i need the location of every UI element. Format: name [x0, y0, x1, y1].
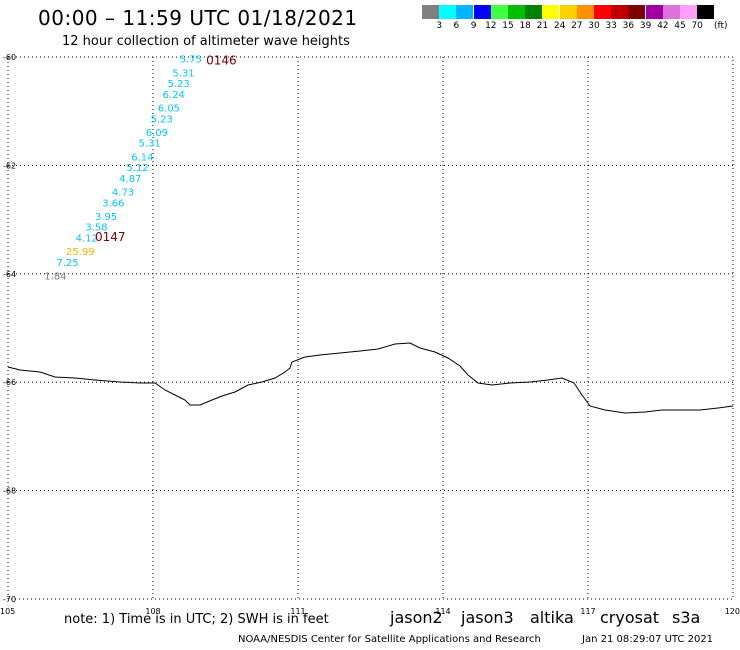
page-subtitle: 12 hour collection of altimeter wave hei… — [62, 34, 350, 49]
lon-tick-label: 105 — [0, 607, 15, 616]
wave-height-label: 3.58 — [85, 223, 107, 234]
legend-swatch — [542, 5, 560, 19]
wave-height-label: 5.23 — [168, 79, 190, 90]
wave-height-label: 3.95 — [95, 212, 117, 223]
footer-note: note: 1) Time is in UTC; 2) SWH is in fe… — [64, 612, 329, 627]
wave-height-label: 1.84 — [44, 272, 66, 283]
legend-swatch — [525, 5, 543, 19]
wave-height-label: 5.75 — [180, 55, 202, 66]
lon-tick-label: 114 — [435, 607, 450, 616]
satellite-label-jason2: jason2 — [390, 608, 443, 627]
lon-tick-label: 117 — [580, 607, 595, 616]
lat-tick-label: -66 — [3, 378, 16, 387]
legend-label: 9 — [470, 21, 477, 31]
lat-tick-label: -70 — [3, 595, 16, 604]
legend-label: 12 — [485, 21, 497, 31]
coastline — [7, 342, 734, 414]
legend-label: 24 — [553, 21, 566, 31]
legend-swatch — [490, 5, 508, 19]
legend-label: 45 — [674, 21, 686, 31]
legend-swatch — [680, 5, 697, 19]
legend-label: 42 — [657, 21, 669, 31]
legend-swatch — [508, 5, 525, 19]
lon-tick-label: 120 — [725, 607, 740, 616]
lon-tick-label: 111 — [290, 607, 305, 616]
satellite-label-altika: altika — [530, 608, 574, 627]
legend-swatch — [559, 5, 577, 19]
legend-swatch — [594, 5, 611, 19]
legend-label: 15 — [502, 21, 514, 31]
pass-id-label: 0147 — [95, 230, 126, 244]
legend-unit: (ft) — [714, 21, 728, 31]
wave-height-label: 5.31 — [172, 68, 194, 79]
lat-tick-label: -68 — [3, 487, 16, 496]
legend-swatch — [456, 5, 474, 19]
lat-tick-label: -62 — [3, 161, 16, 170]
legend-swatch — [473, 5, 491, 19]
legend-swatch — [576, 5, 594, 19]
generated-timestamp: Jan 21 08:29:07 UTC 2021 — [582, 634, 714, 645]
credit-text: NOAA/NESDIS Center for Satellite Applica… — [238, 634, 541, 645]
legend-swatch — [662, 5, 680, 19]
wave-height-label: 6.24 — [163, 90, 185, 101]
legend-swatch — [645, 5, 663, 19]
legend-label: 36 — [622, 21, 635, 31]
lat-tick-label: -60 — [3, 53, 16, 62]
legend-label: 21 — [536, 21, 549, 31]
wave-height-label: 6.05 — [158, 103, 180, 114]
lon-tick-label: 108 — [145, 607, 160, 616]
wave-height-label: 4.87 — [119, 174, 141, 185]
legend-label: 39 — [639, 21, 652, 31]
legend-label: 3 — [436, 21, 443, 31]
legend-label: 33 — [605, 21, 617, 31]
legend-swatch — [697, 5, 715, 19]
wave-height-label: 5.23 — [151, 114, 173, 125]
wave-height-label: 4.12 — [76, 234, 98, 245]
legend-swatch — [611, 5, 629, 19]
wave-height-label: 6.09 — [146, 128, 168, 139]
wave-height-label: 3.66 — [102, 198, 124, 209]
satellite-label-cryosat: cryosat — [600, 608, 660, 627]
wave-height-label: 5.31 — [139, 139, 161, 150]
page-title: 00:00 – 11:59 UTC 01/18/2021 — [38, 6, 358, 30]
wave-height-label: 7.25 — [56, 258, 78, 269]
legend-label: 27 — [571, 21, 583, 31]
wave-height-label: 6.14 — [131, 152, 153, 163]
legend-label: 30 — [588, 21, 600, 31]
pass-id-label: 0146 — [206, 54, 237, 68]
wave-height-label: 25.99 — [66, 247, 95, 258]
legend-swatch — [422, 5, 439, 19]
legend-swatch — [439, 5, 457, 19]
wave-height-label: 4.73 — [112, 188, 134, 199]
wave-height-label: 5.12 — [126, 163, 148, 174]
satellite-label-s3a: s3a — [672, 608, 701, 627]
legend-label: 6 — [453, 21, 460, 31]
legend-label: 70 — [691, 21, 703, 31]
legend-label: 18 — [519, 21, 531, 31]
legend-swatch — [628, 5, 646, 19]
lat-tick-label: -64 — [3, 270, 16, 279]
satellite-label-jason3: jason3 — [461, 608, 514, 627]
map-frame — [7, 56, 734, 600]
